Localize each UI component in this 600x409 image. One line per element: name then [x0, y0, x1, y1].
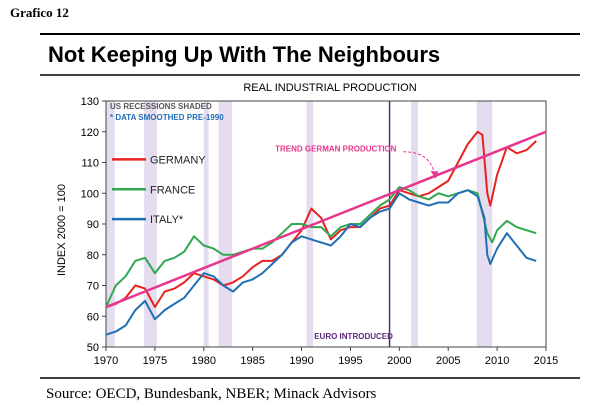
legend: GERMANY FRANCE ITALY* [112, 154, 206, 226]
y-tick-label: 90 [87, 219, 99, 231]
trend-label: TREND GERMAN PRODUCTION [275, 145, 397, 154]
trend-arrow [403, 151, 436, 175]
y-axis-label: INDEX 2000 = 100 [56, 184, 68, 276]
y-tick-label: 50 [87, 342, 99, 354]
euro-introduced-label: EURO INTRODUCED [314, 332, 393, 341]
x-tick-label: 1995 [338, 355, 362, 367]
x-tick-label: 2000 [387, 355, 411, 367]
note-recessions: US RECESSIONS SHADED [110, 102, 212, 111]
series-line-germany [105, 130, 537, 308]
x-tick-label: 1985 [240, 355, 264, 367]
y-tick-label: 100 [81, 188, 99, 200]
y-tick-label: 70 [87, 281, 99, 293]
series-line-france [105, 186, 537, 308]
note-smoothed: * DATA SMOOTHED PRE-1990 [110, 113, 224, 122]
series-line-italy [105, 189, 537, 336]
trend-arrowhead [430, 170, 439, 179]
recession-band-1 [144, 101, 157, 347]
recession-band-5 [411, 101, 418, 347]
x-tick-label: 2015 [534, 355, 558, 367]
x-tick-label: 1990 [289, 355, 313, 367]
recession-band-2 [203, 101, 209, 347]
legend-label: FRANCE [150, 184, 195, 196]
chart-subtitle: REAL INDUSTRIAL PRODUCTION [243, 82, 416, 94]
x-tick-label: 2005 [436, 355, 460, 367]
chart-title: Not Keeping Up With The Neighbours [48, 42, 440, 67]
y-tick-label: 80 [87, 250, 99, 262]
figure-label: Grafico 12 [10, 5, 69, 20]
y-tick-label: 120 [81, 127, 99, 139]
x-tick-label: 2010 [485, 355, 509, 367]
x-tick-label: 1970 [94, 355, 118, 367]
y-tick-label: 130 [81, 96, 99, 108]
x-tick-label: 1975 [143, 355, 167, 367]
y-tick-label: 60 [87, 311, 99, 323]
y-axis-ticks: 50 60 70 80 90 100 110 120 130 [81, 96, 106, 354]
y-tick-label: 110 [81, 158, 99, 170]
legend-label: ITALY* [150, 214, 184, 226]
recession-band-3 [218, 101, 233, 347]
source-text: Source: OECD, Bundesbank, NBER; Minack A… [46, 386, 377, 402]
legend-label: GERMANY [150, 154, 206, 166]
recession-band-0 [106, 101, 115, 347]
recession-band-4 [306, 101, 314, 347]
x-axis-ticks: 1970 1975 1980 1985 1990 1995 2000 2005 2010 2015 [94, 347, 558, 367]
x-tick-label: 1980 [192, 355, 216, 367]
trend-line [105, 130, 547, 309]
series-lines [105, 130, 537, 336]
